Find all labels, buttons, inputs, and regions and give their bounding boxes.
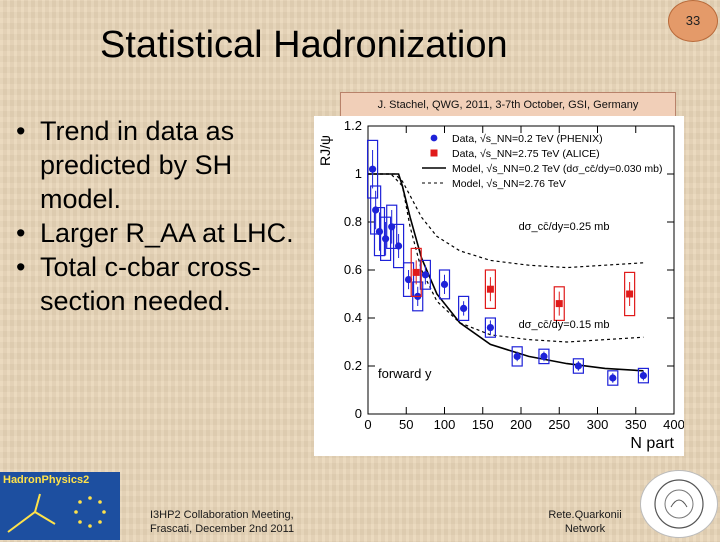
y-tick-label: 1 [355,166,362,181]
logo-text: HadronPhysics2 [3,474,90,486]
data-point [404,276,413,284]
legend-entry: Data, √s_NN=0.2 TeV (PHENIX) [452,133,603,145]
annotation-sigma-025: dσ_cc̄/dy=0.25 mb [519,221,610,233]
raa-chart: 0 50 100 150 200 250 300 350 400 0 0.2 0.4 0.6 0.8 1 1.… [317,118,685,452]
x-axis-label: N part [630,435,674,452]
bullet-item: Larger R_AA at LHC. [16,216,316,250]
bullet-list: Trend in data as predicted by SH model. … [16,114,316,318]
y-tick-label: 0.8 [344,214,362,229]
data-point [395,242,403,250]
data-point [486,324,494,332]
data-sys-box [484,317,496,338]
y-tick-label: 0 [355,406,362,421]
network-seal-logo [640,470,718,538]
reference-box: J. Stachel, QWG, 2011, 3-7th October, GS… [340,92,676,118]
data-sys-box [607,370,619,386]
data-point [639,372,647,380]
data-point [368,165,377,173]
legend-marker-alice [430,149,438,157]
x-tick-label: 50 [399,417,413,432]
seal-graphic [654,479,704,529]
model-curve [368,173,644,343]
logo-graphic [7,493,106,533]
legend-entry: Model, √s_NN=0.2 TeV (dσ_cc̄/dy=0.030 mb… [452,163,663,175]
data-sys-box [484,269,496,310]
annotation-forward-y: forward y [378,366,432,381]
x-tick-label: 0 [364,417,371,432]
data-point [626,290,634,298]
x-tick-label: 250 [548,417,570,432]
annotation-sigma-015: dσ_cc̄/dy=0.15 mb [519,319,610,331]
footer-network: Rete.Quarkonii Network [530,508,640,536]
y-axis-label: RJ/ψ [317,135,333,166]
y-tick-label: 0.6 [344,262,362,277]
footer-network-line2: Network [564,523,606,535]
data-sys-box [419,259,431,290]
x-tick-label: 350 [625,417,647,432]
data-point [460,304,468,312]
data-sys-box [379,216,392,261]
data-sys-box [410,247,422,297]
data-point [540,352,548,360]
data-point [574,362,582,370]
data-point [440,280,449,288]
data-sys-box [366,139,379,199]
legend-entry: Data, √s_NN=2.75 TeV (ALICE) [452,148,600,160]
data-sys-box [370,185,382,235]
x-tick-label: 200 [510,417,532,432]
model-curve [368,173,644,269]
footer-meeting-line1: I3HP2 Collaboration Meeting, [150,509,294,521]
chart-panel: 0 50 100 150 200 250 300 350 400 0 0.2 0.4 0.6 0.8 1 1.… [314,116,685,456]
bullet-item: Total c-cbar cross-section needed. [16,250,316,318]
y-tick-label: 0.2 [344,358,362,373]
data-sys-box [553,286,565,322]
data-sys-box [373,206,386,257]
data-sys-box [392,223,405,269]
data-sys-box [438,269,451,300]
footer-network-line1: Rete.Quarkonii [548,509,622,521]
data-sys-box [458,295,470,321]
x-tick-label: 300 [587,417,609,432]
page-number-badge: 33 [668,0,718,42]
data-sys-box [538,348,550,365]
x-tick-label: 400 [663,417,684,432]
data-point [486,285,494,293]
data-point [412,268,420,276]
data-sys-box [572,358,584,374]
legend-entry: Model, √s_NN=2.76 TeV [452,178,566,190]
data-point [513,352,521,360]
logo-lines [7,493,56,533]
data-sys-box [624,271,636,317]
x-tick-label: 100 [434,417,456,432]
y-tick-label: 1.2 [344,118,362,133]
legend-marker-phenix [430,134,438,142]
data-point [375,228,384,236]
data-point [421,271,429,279]
data-sys-box [386,204,398,249]
bullet-item: Trend in data as predicted by SH model. [16,114,316,216]
model-curve [368,173,644,372]
data-sys-box [402,262,415,298]
y-tick-label: 0.4 [344,310,362,325]
data-point [609,374,617,382]
data-sys-box [511,346,523,367]
data-sys-box [637,367,649,384]
hadronphysics2-logo: HadronPhysics2 [0,472,120,540]
slide-title: Statistical Hadronization [100,24,508,66]
data-point [381,235,390,243]
footer-meeting: I3HP2 Collaboration Meeting, Frascati, D… [150,508,340,536]
logo-stars [74,496,106,528]
data-point [555,300,563,308]
x-tick-label: 150 [472,417,494,432]
footer-meeting-line2: Frascati, December 2nd 2011 [150,523,295,535]
